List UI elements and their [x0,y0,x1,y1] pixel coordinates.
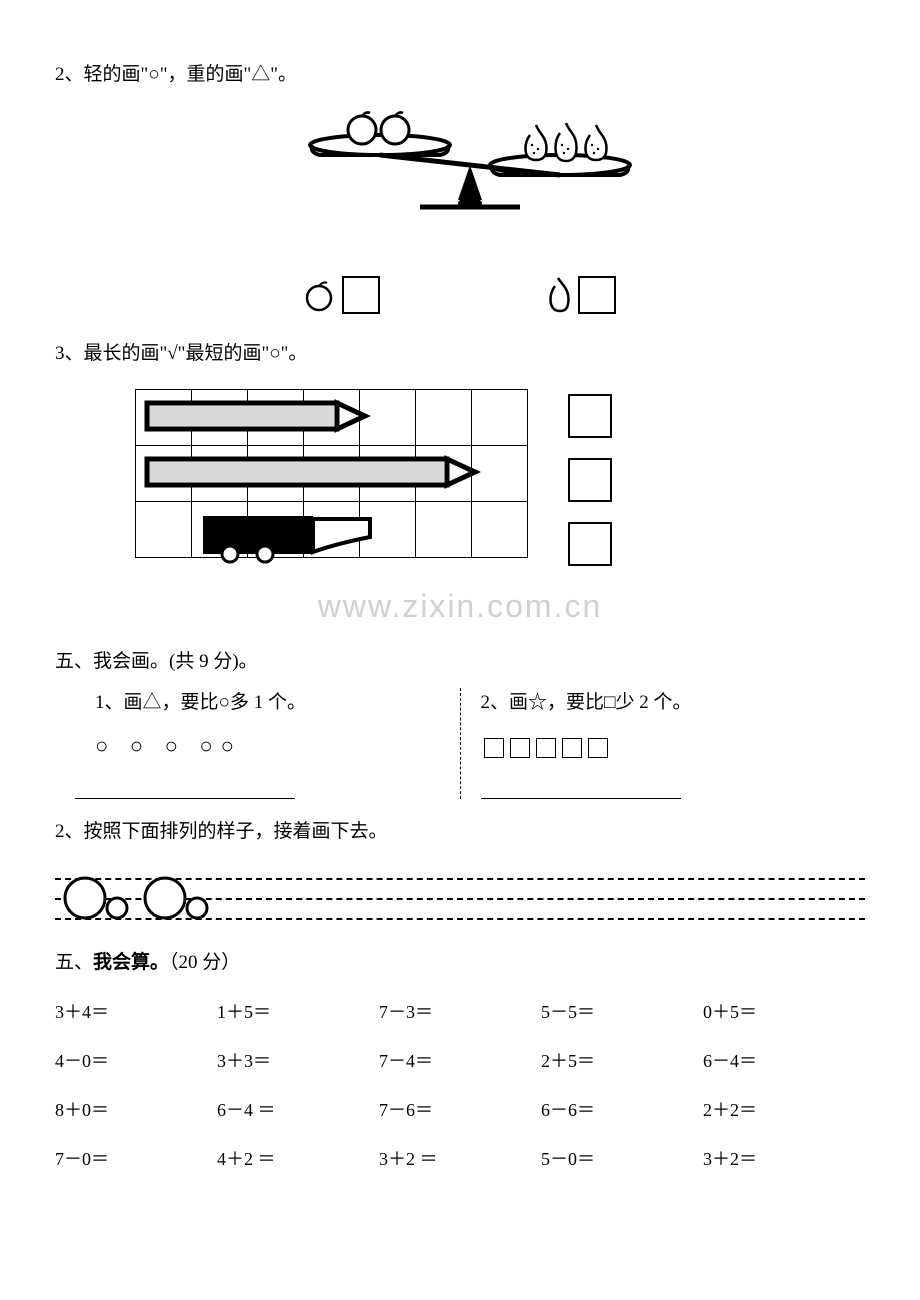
math-cell: 6－4＝ [703,1037,865,1086]
watermark-text: www.zixin.com.cn [55,581,865,632]
math-cell: 5－5＝ [541,988,703,1037]
sub2-shapes [481,728,846,763]
math-row: 8＋0＝6－4 ＝7－6＝6－6＝2＋2＝ [55,1086,865,1135]
math-row: 7－0＝4＋2 ＝3＋2 ＝5－0＝3＋2＝ [55,1135,865,1184]
s5b-bold: 我会算。 [93,952,169,973]
sub2-text: 2、画☆，要比□少 2 个。 [481,688,846,718]
math-cell: 7－4＝ [379,1037,541,1086]
question-3: 3、最长的画"√"最短的画"○"。 [55,339,865,566]
pencil3-box-input[interactable] [568,522,612,566]
math-cell: 3＋4＝ [55,988,217,1037]
question-2: 2、轻的画"○"，重的画"△"。 [55,60,865,314]
draw-col-1: 1、画△，要比○多 1 个。 ○ ○ ○ ○○ [55,688,461,800]
balance-scale-figure [55,105,865,313]
pencil2-box-input[interactable] [568,458,612,502]
math-cell: 7－3＝ [379,988,541,1037]
q2-text: 2、轻的画"○"，重的画"△"。 [55,60,865,90]
apple-box-input[interactable] [342,276,380,314]
pencil1-box-input[interactable] [568,394,612,438]
section-5a-title: 五、我会画。(共 9 分)。 [55,647,865,677]
draw-columns: 1、画△，要比○多 1 个。 ○ ○ ○ ○○ 2、画☆，要比□少 2 个。 [55,688,865,800]
draw-col-2: 2、画☆，要比□少 2 个。 [461,688,866,800]
math-cell: 4＋2 ＝ [217,1135,379,1184]
q3-text: 3、最长的画"√"最短的画"○"。 [55,339,865,369]
math-cell: 2＋2＝ [703,1086,865,1135]
q2b-text: 2、按照下面排列的样子，接着画下去。 [55,817,865,847]
math-cell: 4－0＝ [55,1037,217,1086]
pear-icon [540,276,570,314]
math-cell: 1＋5＝ [217,988,379,1037]
section-5b-title: 五、我会算。（20 分） [55,948,865,978]
math-cell: 7－6＝ [379,1086,541,1135]
balance-svg [270,105,650,235]
math-row: 4－0＝3＋3＝7－4＝2＋5＝6－4＝ [55,1037,865,1086]
s5b-prefix: 五、 [55,952,93,973]
pencil-grid [135,389,528,558]
math-table: 3＋4＝1＋5＝7－3＝5－5＝0＋5＝4－0＝3＋3＝7－4＝2＋5＝6－4＝… [55,988,865,1183]
math-cell: 5－0＝ [541,1135,703,1184]
sub1-shapes: ○ ○ ○ ○○ [75,728,440,763]
math-cell: 3＋2＝ [703,1135,865,1184]
math-cell: 7－0＝ [55,1135,217,1184]
sub2-answer-line[interactable] [481,778,681,799]
pear-answer [540,276,616,314]
q2-answer-boxes [55,276,865,314]
pattern-area[interactable] [55,868,865,928]
math-cell: 0＋5＝ [703,988,865,1037]
math-cell: 6－6＝ [541,1086,703,1135]
s5b-suffix: （20 分） [169,952,240,973]
pencils-figure [135,389,865,566]
sub1-answer-line[interactable] [75,778,295,799]
math-cell: 6－4 ＝ [217,1086,379,1135]
math-cell: 8＋0＝ [55,1086,217,1135]
math-cell: 2＋5＝ [541,1037,703,1086]
apple-icon [304,278,334,312]
pear-box-input[interactable] [578,276,616,314]
math-cell: 3＋2 ＝ [379,1135,541,1184]
pattern-shapes [55,868,255,928]
sub1-text: 1、画△，要比○多 1 个。 [75,688,440,718]
q3-check-boxes [568,394,612,566]
apple-answer [304,276,380,314]
math-cell: 3＋3＝ [217,1037,379,1086]
math-row: 3＋4＝1＋5＝7－3＝5－5＝0＋5＝ [55,988,865,1037]
